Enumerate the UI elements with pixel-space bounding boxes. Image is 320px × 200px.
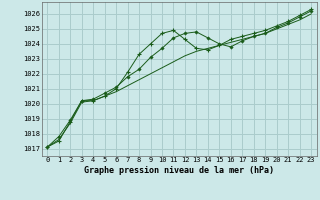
X-axis label: Graphe pression niveau de la mer (hPa): Graphe pression niveau de la mer (hPa) xyxy=(84,166,274,175)
